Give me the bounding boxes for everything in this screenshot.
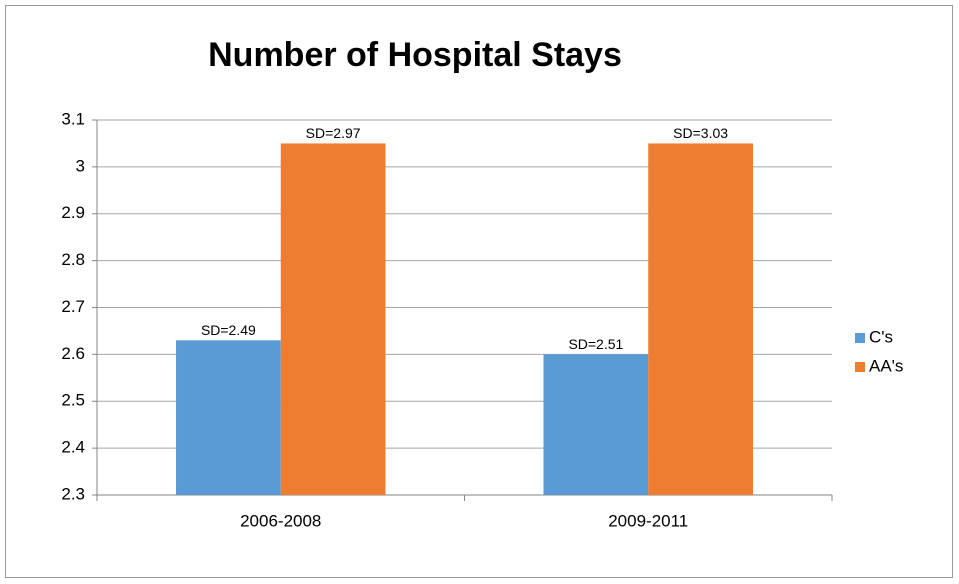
y-tick-label: 2.6 <box>61 344 85 363</box>
annotation: SD=3.03 <box>673 125 728 141</box>
legend-swatch <box>855 362 865 372</box>
annotation: SD=2.51 <box>568 336 623 352</box>
y-tick-label: 3 <box>76 156 85 175</box>
legend-label: C's <box>869 327 893 346</box>
y-tick-label: 3.1 <box>61 109 85 128</box>
y-tick-label: 2.7 <box>61 297 85 316</box>
x-tick-label: 2006-2008 <box>240 511 321 530</box>
chart-border <box>5 5 953 578</box>
chart-title: Number of Hospital Stays <box>208 36 622 74</box>
legend-label: AA's <box>869 356 903 375</box>
y-tick-label: 2.5 <box>61 391 85 410</box>
y-tick-label: 2.8 <box>61 250 85 269</box>
y-tick-label: 2.3 <box>61 484 85 503</box>
bar <box>280 143 386 495</box>
legend-swatch <box>855 333 865 343</box>
y-tick-label: 2.9 <box>61 203 85 222</box>
bar <box>543 354 649 495</box>
annotation: SD=2.97 <box>306 125 361 141</box>
x-tick-label: 2009-2011 <box>608 511 688 530</box>
bar <box>648 143 753 495</box>
bar <box>176 340 281 495</box>
annotation: SD=2.49 <box>201 322 256 338</box>
y-tick-label: 2.4 <box>61 438 85 457</box>
